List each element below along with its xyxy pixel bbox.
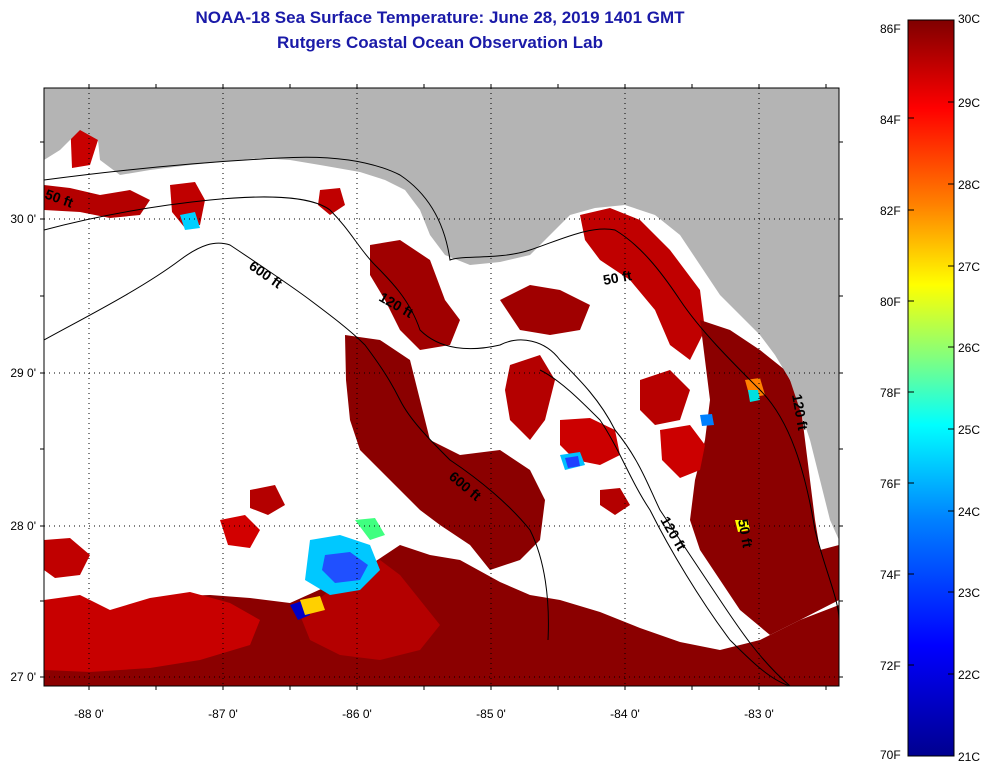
map-frame — [43, 87, 840, 687]
colorbar-label-78f: 78F — [880, 386, 901, 400]
colorbar-label-82f: 82F — [880, 204, 901, 218]
title-line-1: NOAA-18 Sea Surface Temperature: June 28… — [195, 8, 685, 27]
colorbar-label-28c: 28C — [958, 178, 981, 192]
colorbar-label-76f: 76F — [880, 477, 901, 491]
bathymetry-contours — [44, 156, 839, 686]
lat-label-27: 27 0' — [10, 670, 36, 684]
contour-label-50ft-bigbend: 50 ft — [602, 267, 633, 288]
colorbar — [907, 19, 955, 757]
colorbar-label-25c: 25C — [958, 423, 981, 437]
title-line-2: Rutgers Coastal Ocean Observation Lab — [277, 33, 603, 52]
contour-label-120ft-coast: 120 ft — [789, 393, 811, 432]
lon-label-84: -84 0' — [610, 707, 640, 721]
colorbar-ticks — [908, 101, 954, 675]
colorbar-label-86f: 86F — [880, 22, 901, 36]
colorbar-label-30c: 30C — [958, 12, 981, 26]
colorbar-label-74f: 74F — [880, 568, 901, 582]
colorbar-label-29c: 29C — [958, 96, 981, 110]
lon-label-87: -87 0' — [208, 707, 238, 721]
lon-label-85: -85 0' — [476, 707, 506, 721]
lat-label-28: 28 0' — [10, 519, 36, 533]
lat-label-30: 30 0' — [10, 212, 36, 226]
sst-data — [44, 115, 839, 686]
colorbar-label-72f: 72F — [880, 659, 901, 673]
colorbar-label-24c: 24C — [958, 505, 981, 519]
colorbar-label-80f: 80F — [880, 295, 901, 309]
colorbar-label-70f: 70F — [880, 748, 901, 762]
lat-label-29: 29 0' — [10, 366, 36, 380]
lon-label-83: -83 0' — [744, 707, 774, 721]
colorbar-label-84f: 84F — [880, 113, 901, 127]
colorbar-label-21c: 21C — [958, 750, 981, 764]
contour-label-50ft-coast: 50 ft — [735, 518, 756, 549]
colorbar-label-27c: 27C — [958, 260, 981, 274]
colorbar-label-26c: 26C — [958, 341, 981, 355]
lon-label-88: -88 0' — [74, 707, 104, 721]
axis-ticks — [40, 84, 843, 690]
colorbar-label-22c: 22C — [958, 668, 981, 682]
land — [44, 88, 839, 540]
lon-label-86: -86 0' — [342, 707, 372, 721]
colorbar-label-23c: 23C — [958, 586, 981, 600]
